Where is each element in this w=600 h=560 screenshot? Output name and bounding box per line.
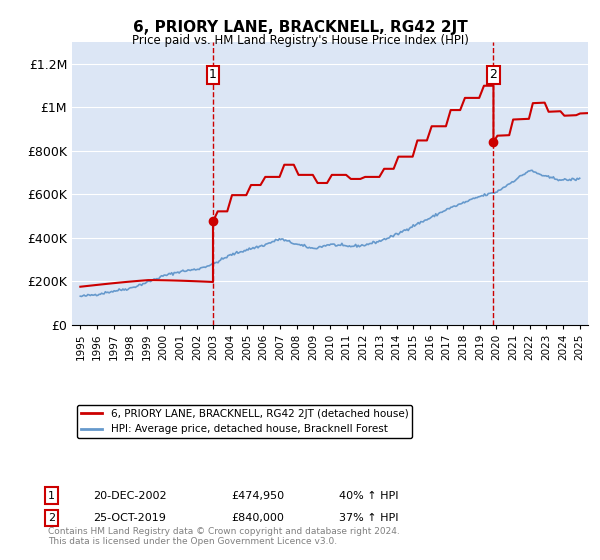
Legend: 6, PRIORY LANE, BRACKNELL, RG42 2JT (detached house), HPI: Average price, detach: 6, PRIORY LANE, BRACKNELL, RG42 2JT (det… bbox=[77, 405, 412, 438]
Text: £474,950: £474,950 bbox=[231, 491, 284, 501]
Text: £840,000: £840,000 bbox=[231, 513, 284, 523]
Text: 1: 1 bbox=[48, 491, 55, 501]
Text: 2: 2 bbox=[48, 513, 55, 523]
Text: 6, PRIORY LANE, BRACKNELL, RG42 2JT: 6, PRIORY LANE, BRACKNELL, RG42 2JT bbox=[133, 20, 467, 35]
Text: 25-OCT-2019: 25-OCT-2019 bbox=[93, 513, 166, 523]
Text: 37% ↑ HPI: 37% ↑ HPI bbox=[339, 513, 398, 523]
Text: Contains HM Land Registry data © Crown copyright and database right 2024.
This d: Contains HM Land Registry data © Crown c… bbox=[48, 526, 400, 546]
Text: 1: 1 bbox=[209, 68, 217, 81]
Text: 20-DEC-2002: 20-DEC-2002 bbox=[93, 491, 167, 501]
Text: 40% ↑ HPI: 40% ↑ HPI bbox=[339, 491, 398, 501]
Text: 2: 2 bbox=[490, 68, 497, 81]
Text: Price paid vs. HM Land Registry's House Price Index (HPI): Price paid vs. HM Land Registry's House … bbox=[131, 34, 469, 46]
